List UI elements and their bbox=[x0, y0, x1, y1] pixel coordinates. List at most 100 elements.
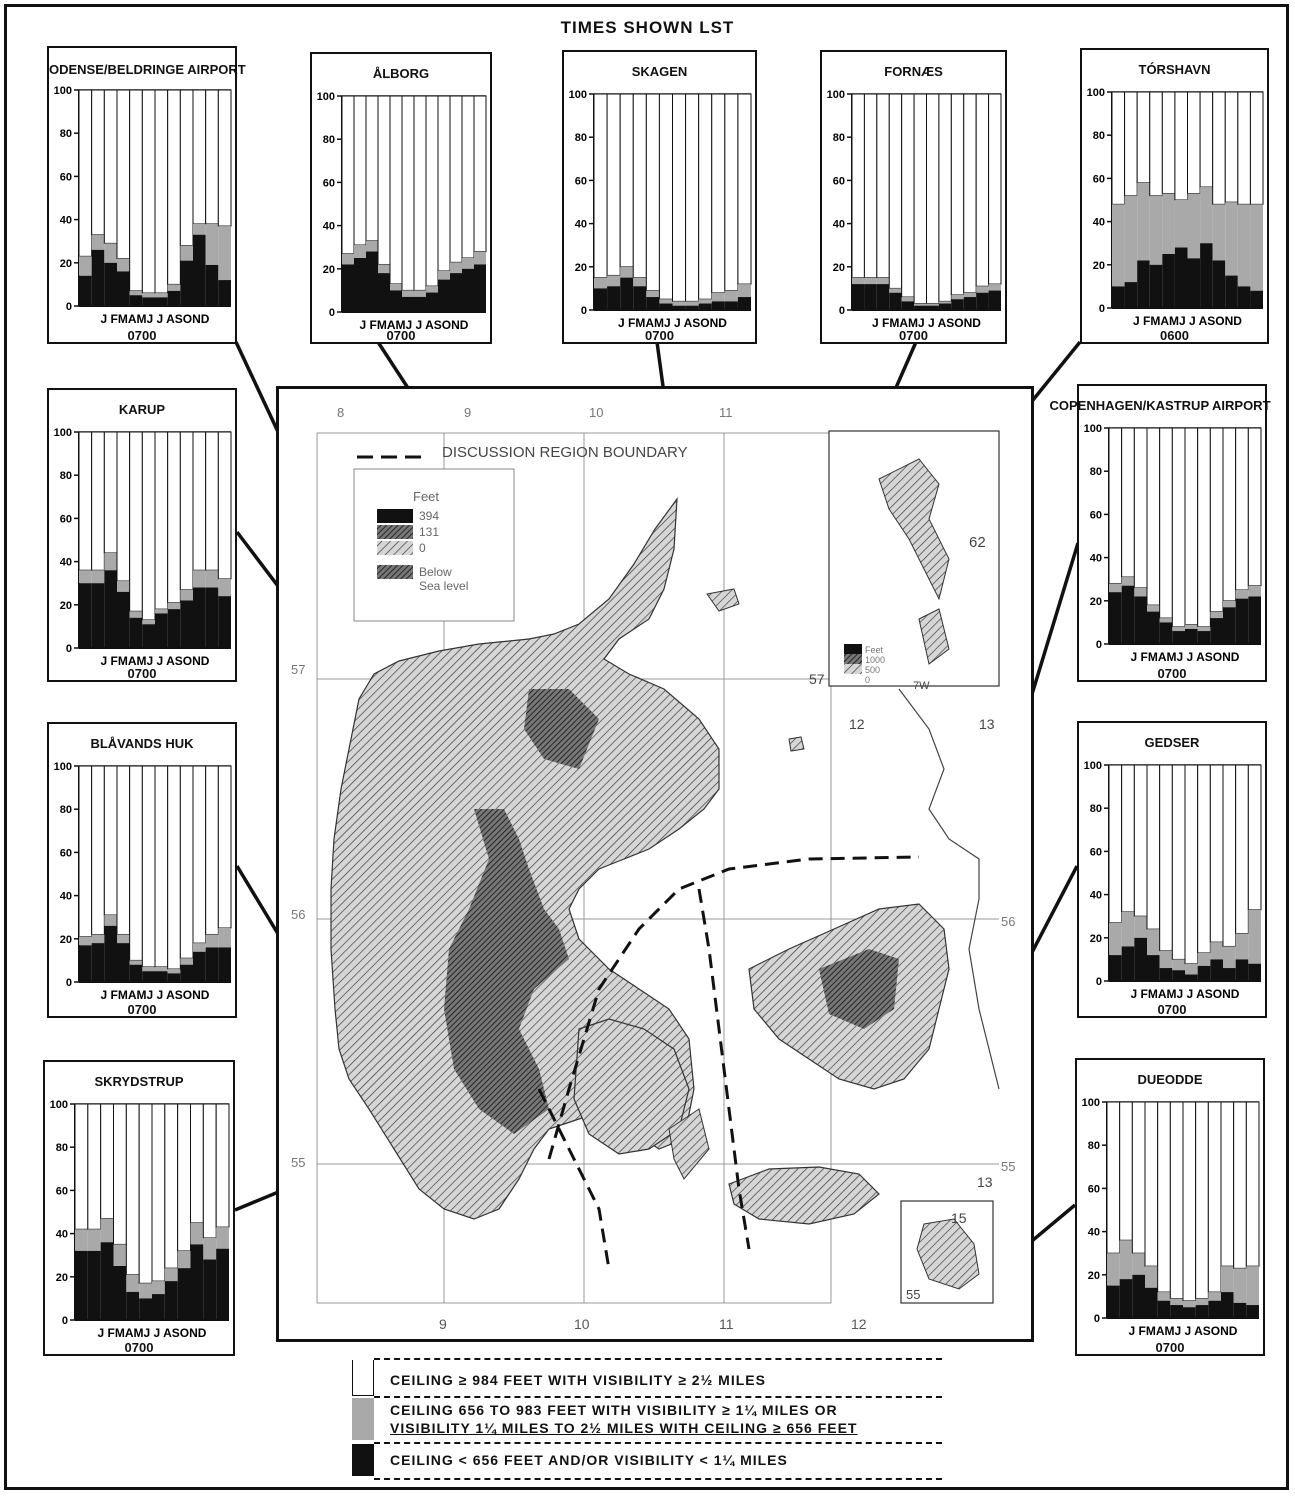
x-axis-months: J FMAMJ J ASOND bbox=[1131, 987, 1240, 1001]
lon-bottom-9: 9 bbox=[439, 1316, 447, 1332]
bar-marginal bbox=[1162, 193, 1175, 254]
bar-ifr bbox=[594, 288, 608, 310]
y-tick-label: 20 bbox=[1093, 260, 1105, 272]
bar-ifr bbox=[205, 587, 219, 648]
bar-marginal bbox=[390, 283, 402, 291]
bar-marginal bbox=[177, 1250, 191, 1269]
bar-vfr bbox=[1182, 1101, 1197, 1302]
bar-marginal bbox=[594, 277, 608, 289]
bar-ifr bbox=[1147, 611, 1160, 644]
bar-marginal bbox=[607, 275, 621, 287]
y-tick-label: 60 bbox=[1090, 509, 1102, 521]
bar-vfr bbox=[711, 93, 726, 294]
bar-ifr bbox=[167, 973, 181, 982]
bar-ifr bbox=[1134, 937, 1147, 981]
bar-ifr bbox=[180, 260, 193, 306]
bar-marginal bbox=[164, 1268, 178, 1282]
bar-marginal bbox=[366, 240, 378, 252]
bar-vfr bbox=[154, 89, 169, 294]
bar-marginal bbox=[91, 934, 105, 944]
y-tick-label: 60 bbox=[833, 175, 845, 187]
bar-marginal bbox=[216, 1227, 229, 1249]
bar-marginal bbox=[938, 301, 952, 304]
bar-ifr bbox=[218, 947, 231, 982]
y-tick-label: 0 bbox=[66, 301, 72, 313]
bar-ifr bbox=[1235, 598, 1249, 644]
bar-vfr bbox=[851, 93, 865, 279]
bar-marginal bbox=[167, 284, 181, 291]
bar-marginal bbox=[180, 589, 193, 601]
chart-time: 0700 bbox=[127, 666, 157, 681]
bar-marginal bbox=[976, 286, 989, 293]
bar-ifr bbox=[366, 251, 378, 312]
chart-odense-beldringe: ODENSE/BELDRINGE AIRPORT 100 80 60 40 20 0 J F… bbox=[47, 46, 246, 344]
bar-marginal bbox=[142, 966, 155, 972]
bar-marginal bbox=[450, 262, 462, 274]
bar-marginal bbox=[104, 915, 117, 926]
highland-belt bbox=[444, 809, 569, 1134]
bar-vfr bbox=[901, 93, 915, 298]
bar-ifr bbox=[1172, 631, 1185, 644]
bar-marginal bbox=[1119, 1240, 1133, 1280]
bar-vfr bbox=[1222, 764, 1237, 947]
bar-marginal bbox=[1248, 585, 1261, 597]
bar-vfr bbox=[190, 1103, 204, 1224]
bar-marginal bbox=[1149, 195, 1163, 265]
bar-vfr bbox=[353, 95, 367, 246]
bar-marginal bbox=[1250, 204, 1263, 291]
bar-marginal bbox=[698, 299, 712, 304]
bar-ifr bbox=[646, 297, 660, 310]
bar-marginal bbox=[1233, 1268, 1247, 1303]
y-tick-label: 60 bbox=[60, 847, 72, 859]
faroe-legend-500: 500 bbox=[865, 665, 880, 675]
y-tick-label: 0 bbox=[62, 1315, 68, 1327]
faroe-legend-1000: 1000 bbox=[865, 655, 885, 665]
bar-vfr bbox=[192, 431, 207, 571]
chart-title: COPENHAGEN/KASTRUP AIRPORT bbox=[1049, 398, 1271, 413]
bar-marginal bbox=[633, 277, 647, 287]
bar-ifr bbox=[1248, 596, 1261, 644]
sweden-lon-13: 13 bbox=[979, 716, 995, 732]
bar-vfr bbox=[151, 1103, 166, 1282]
bar-ifr bbox=[1185, 628, 1198, 644]
bar-ifr bbox=[1159, 968, 1173, 981]
bar-marginal bbox=[1210, 611, 1223, 619]
bar-vfr bbox=[78, 765, 93, 938]
bar-vfr bbox=[103, 89, 118, 244]
boundary-label: DISCUSSION REGION BOUNDARY bbox=[442, 444, 688, 461]
bar-ifr bbox=[1145, 1287, 1158, 1318]
bar-vfr bbox=[154, 765, 169, 968]
chart-time: 0700 bbox=[645, 328, 674, 343]
y-tick-label: 20 bbox=[1090, 933, 1102, 945]
y-tick-label: 40 bbox=[60, 891, 72, 903]
bar-ifr bbox=[926, 305, 939, 310]
legend-text-ifr: CEILING < 656 FEET AND/OR VISIBILITY < 1… bbox=[390, 1452, 788, 1468]
bar-vfr bbox=[1121, 427, 1135, 578]
bar-vfr bbox=[950, 93, 965, 296]
bar-vfr bbox=[1124, 91, 1138, 197]
bar-marginal bbox=[1124, 195, 1138, 283]
chart-time: 0700 bbox=[127, 1002, 157, 1017]
chart-time: 0700 bbox=[1157, 1002, 1187, 1017]
bar-vfr bbox=[1212, 91, 1226, 205]
bar-marginal bbox=[426, 286, 438, 293]
bar-vfr bbox=[179, 431, 194, 591]
bar-marginal bbox=[1210, 942, 1223, 960]
bar-chart: 100 80 60 40 20 0 J FMAMJ J ASOND bbox=[50, 1099, 230, 1340]
bar-ifr bbox=[1208, 1300, 1221, 1318]
y-tick-label: 20 bbox=[1090, 596, 1102, 608]
bar-marginal bbox=[1107, 1253, 1120, 1286]
bar-vfr bbox=[179, 89, 194, 247]
chart-dueodde: DUEODDE 100 80 60 40 20 0 J FMAMJ J ASOND 0700 bbox=[1075, 1058, 1265, 1356]
bar-marginal bbox=[167, 969, 181, 974]
y-tick-label: 40 bbox=[323, 221, 335, 233]
bar-ifr bbox=[117, 271, 130, 306]
bar-vfr bbox=[1133, 764, 1148, 917]
bar-ifr bbox=[342, 264, 354, 312]
bar-marginal bbox=[1174, 200, 1188, 248]
bar-vfr bbox=[1149, 91, 1163, 197]
bar-marginal bbox=[1195, 1298, 1209, 1306]
bar-ifr bbox=[426, 292, 438, 312]
bar-marginal bbox=[414, 290, 426, 297]
bar-vfr bbox=[1209, 764, 1224, 943]
